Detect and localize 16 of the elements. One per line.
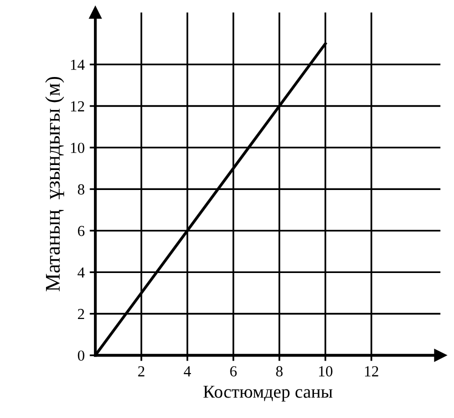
y-tick-label: 0 bbox=[78, 350, 84, 361]
x-tick-label: 4 bbox=[184, 366, 191, 376]
x-tick-label: 12 bbox=[365, 366, 378, 376]
x-tick-label: 10 bbox=[319, 366, 332, 376]
y-tick-label: 4 bbox=[78, 267, 85, 278]
y-tick-label: 6 bbox=[78, 226, 84, 236]
x-tick-label: 2 bbox=[138, 366, 144, 376]
y-tick-label: 14 bbox=[70, 60, 85, 70]
y-tick-label: 12 bbox=[70, 101, 84, 112]
x-tick-label: 8 bbox=[276, 366, 283, 376]
y-axis-title: Матаның ұзындығы (м) bbox=[45, 76, 64, 292]
y-tick-label: 2 bbox=[78, 308, 84, 320]
y-tick-label: 10 bbox=[70, 142, 84, 154]
x-axis-title: Костюмдер саны bbox=[203, 386, 332, 402]
x-tick-label: 6 bbox=[230, 366, 237, 376]
y-tick-label: 8 bbox=[78, 184, 84, 195]
